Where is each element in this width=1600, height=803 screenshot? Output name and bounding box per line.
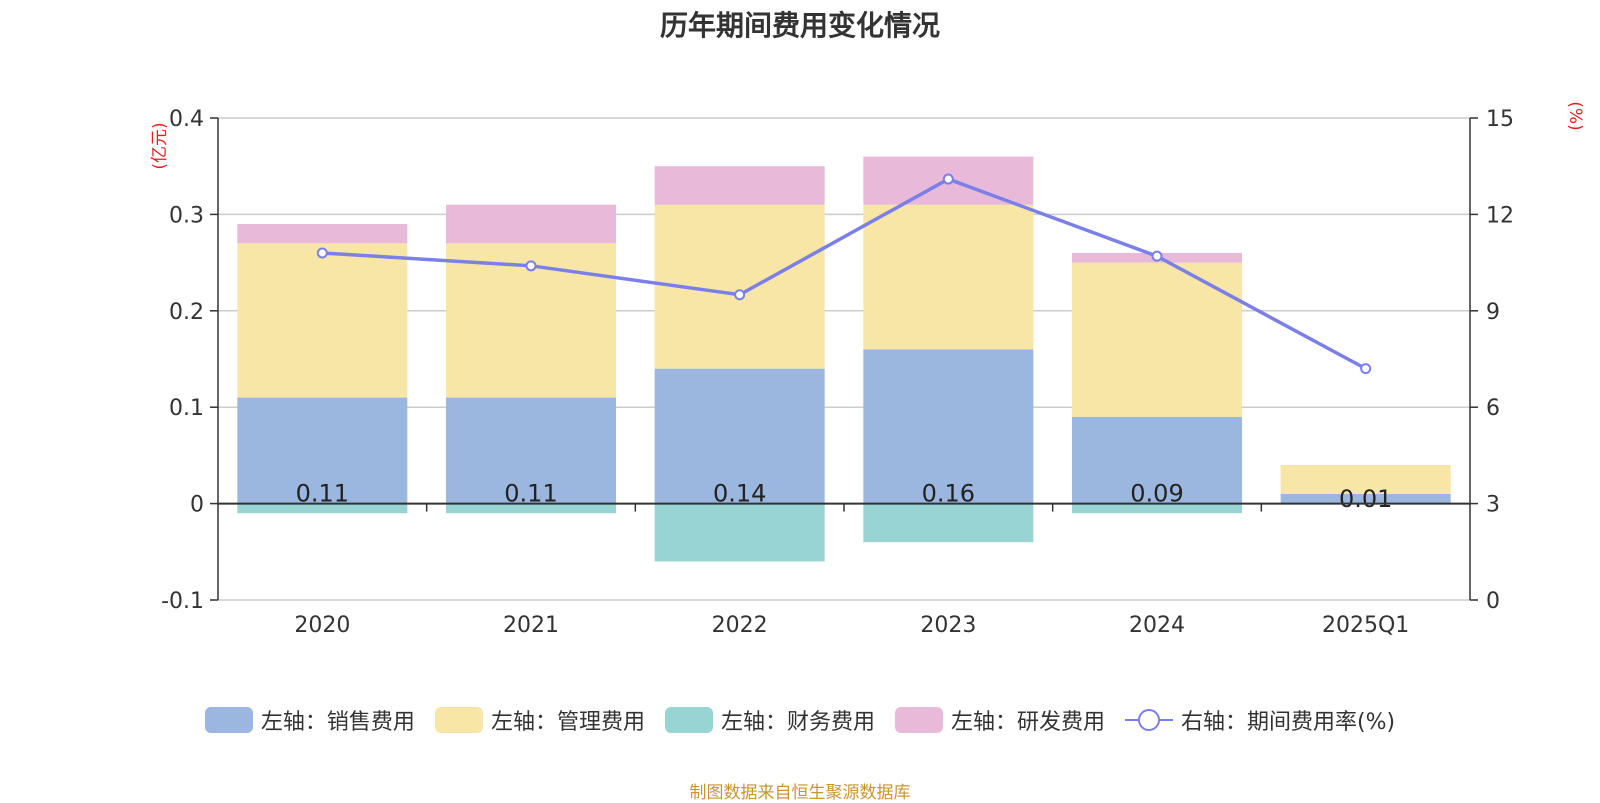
legend-label-rnd: 左轴：研发费用 bbox=[950, 710, 1105, 735]
bar-segment bbox=[237, 243, 408, 398]
bar-segment bbox=[863, 503, 1034, 543]
bar-segment bbox=[1072, 262, 1242, 417]
expense-rate-point bbox=[1360, 363, 1372, 375]
legend-label-finance: 左轴：财务费用 bbox=[720, 710, 875, 735]
legend-swatch-admin bbox=[434, 707, 483, 733]
x-tick-label: 2020 bbox=[294, 613, 350, 638]
bar-segment bbox=[237, 503, 408, 514]
bar-segment bbox=[1072, 503, 1242, 514]
bar-segment bbox=[654, 368, 825, 504]
bar-segment bbox=[446, 204, 616, 244]
bar-segment bbox=[237, 397, 408, 504]
y-left-tick-label: 0.4 bbox=[169, 107, 204, 132]
x-tick-label: 2024 bbox=[1129, 613, 1185, 638]
bar-segment bbox=[1280, 465, 1451, 494]
chart-title: 历年期间费用变化情况 bbox=[659, 9, 940, 42]
bar-segment bbox=[654, 503, 825, 562]
y-left-tick-label: 0.1 bbox=[169, 396, 204, 421]
bar-segment bbox=[863, 204, 1034, 350]
y-left-tick-label: 0.2 bbox=[169, 300, 204, 325]
y-right-tick-label: 12 bbox=[1486, 203, 1514, 228]
expense-rate-line bbox=[322, 177, 1367, 371]
y-right-axis-title: (%) bbox=[1565, 101, 1585, 130]
y-left-tick-label: 0 bbox=[190, 493, 204, 518]
x-tick-label: 2022 bbox=[712, 613, 768, 638]
expense-rate-point bbox=[1151, 250, 1163, 262]
legend-item-rnd[interactable]: 左轴：研发费用 bbox=[894, 704, 1105, 736]
legend-swatch-rnd bbox=[894, 707, 943, 733]
y-left-tick-label: 0.3 bbox=[169, 203, 204, 228]
legend-item-sales[interactable]: 左轴：销售费用 bbox=[204, 704, 415, 736]
bar-segment bbox=[863, 349, 1034, 504]
y-right-tick-label: 3 bbox=[1486, 493, 1500, 518]
y-left-tick-label: -0.1 bbox=[161, 589, 204, 614]
legend-swatch-sales bbox=[204, 707, 253, 733]
legend-swatch-expense-rate bbox=[1124, 707, 1173, 733]
bar-segment bbox=[1072, 416, 1242, 504]
legend: 左轴：销售费用 左轴：管理费用 左轴：财务费用 左轴：研发费用 右轴：期间费用率… bbox=[0, 704, 1600, 736]
bar-segment bbox=[237, 224, 408, 244]
x-tick-label: 2025Q1 bbox=[1322, 613, 1409, 638]
expense-rate-point bbox=[525, 260, 537, 272]
legend-label-sales: 左轴：销售费用 bbox=[260, 710, 415, 735]
legend-item-finance[interactable]: 左轴：财务费用 bbox=[664, 704, 875, 736]
bar-segment bbox=[446, 503, 616, 514]
y-right-tick-label: 0 bbox=[1486, 589, 1500, 614]
x-tick-label: 2023 bbox=[920, 613, 976, 638]
expense-rate-point bbox=[734, 289, 746, 301]
bar-segment bbox=[1280, 493, 1451, 504]
x-tick-label: 2021 bbox=[503, 613, 559, 638]
legend-label-admin: 左轴：管理费用 bbox=[490, 710, 645, 735]
bar-segment bbox=[654, 166, 825, 205]
expense-rate-point bbox=[316, 247, 328, 259]
legend-label-expense-rate: 右轴：期间费用率(%) bbox=[1180, 710, 1396, 735]
y-right-tick-label: 6 bbox=[1486, 396, 1500, 421]
y-right-tick-label: 9 bbox=[1486, 300, 1500, 325]
legend-item-expense-rate[interactable]: 右轴：期间费用率(%) bbox=[1124, 704, 1396, 736]
y-left-axis-title: (亿元) bbox=[150, 122, 170, 169]
legend-item-admin[interactable]: 左轴：管理费用 bbox=[434, 704, 645, 736]
y-right-tick-label: 15 bbox=[1486, 107, 1514, 132]
source-note: 制图数据来自恒生聚源数据库 bbox=[689, 783, 911, 803]
bar-value-label: 0.01 bbox=[1339, 485, 1392, 513]
bar-segment bbox=[446, 397, 616, 504]
expense-rate-point bbox=[942, 173, 954, 185]
legend-swatch-finance bbox=[664, 707, 713, 733]
